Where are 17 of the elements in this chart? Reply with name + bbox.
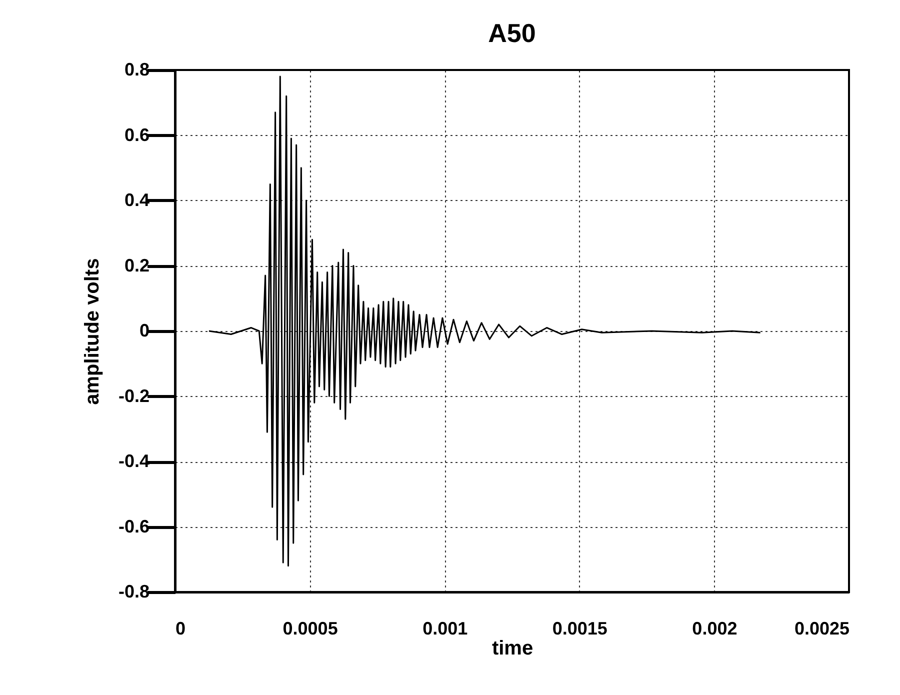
x-tick-label: 0.0025 [794,618,850,638]
y-tick-label: -0.8 [118,582,150,602]
y-tick-label: 0.2 [124,255,150,276]
x-tick-label: 0.001 [422,618,468,638]
y-tick-label: 0.8 [124,60,150,80]
y-tick-label: -0.6 [118,516,150,536]
x-tick-label: 0.0015 [552,618,608,638]
y-axis-title: amplitude volts [81,258,104,405]
x-tick-label: 0.0005 [282,618,338,638]
x-tick-label: 0 [176,618,186,638]
x-axis-title: time [492,638,534,660]
y-tick-label: 0.6 [124,124,150,145]
chart-title: A50 [488,18,536,48]
y-tick-label: 0.4 [124,190,150,210]
y-tick-label: -0.2 [118,386,150,406]
x-tick-label: 0.002 [692,618,738,638]
y-tick-label: -0.4 [118,451,150,471]
